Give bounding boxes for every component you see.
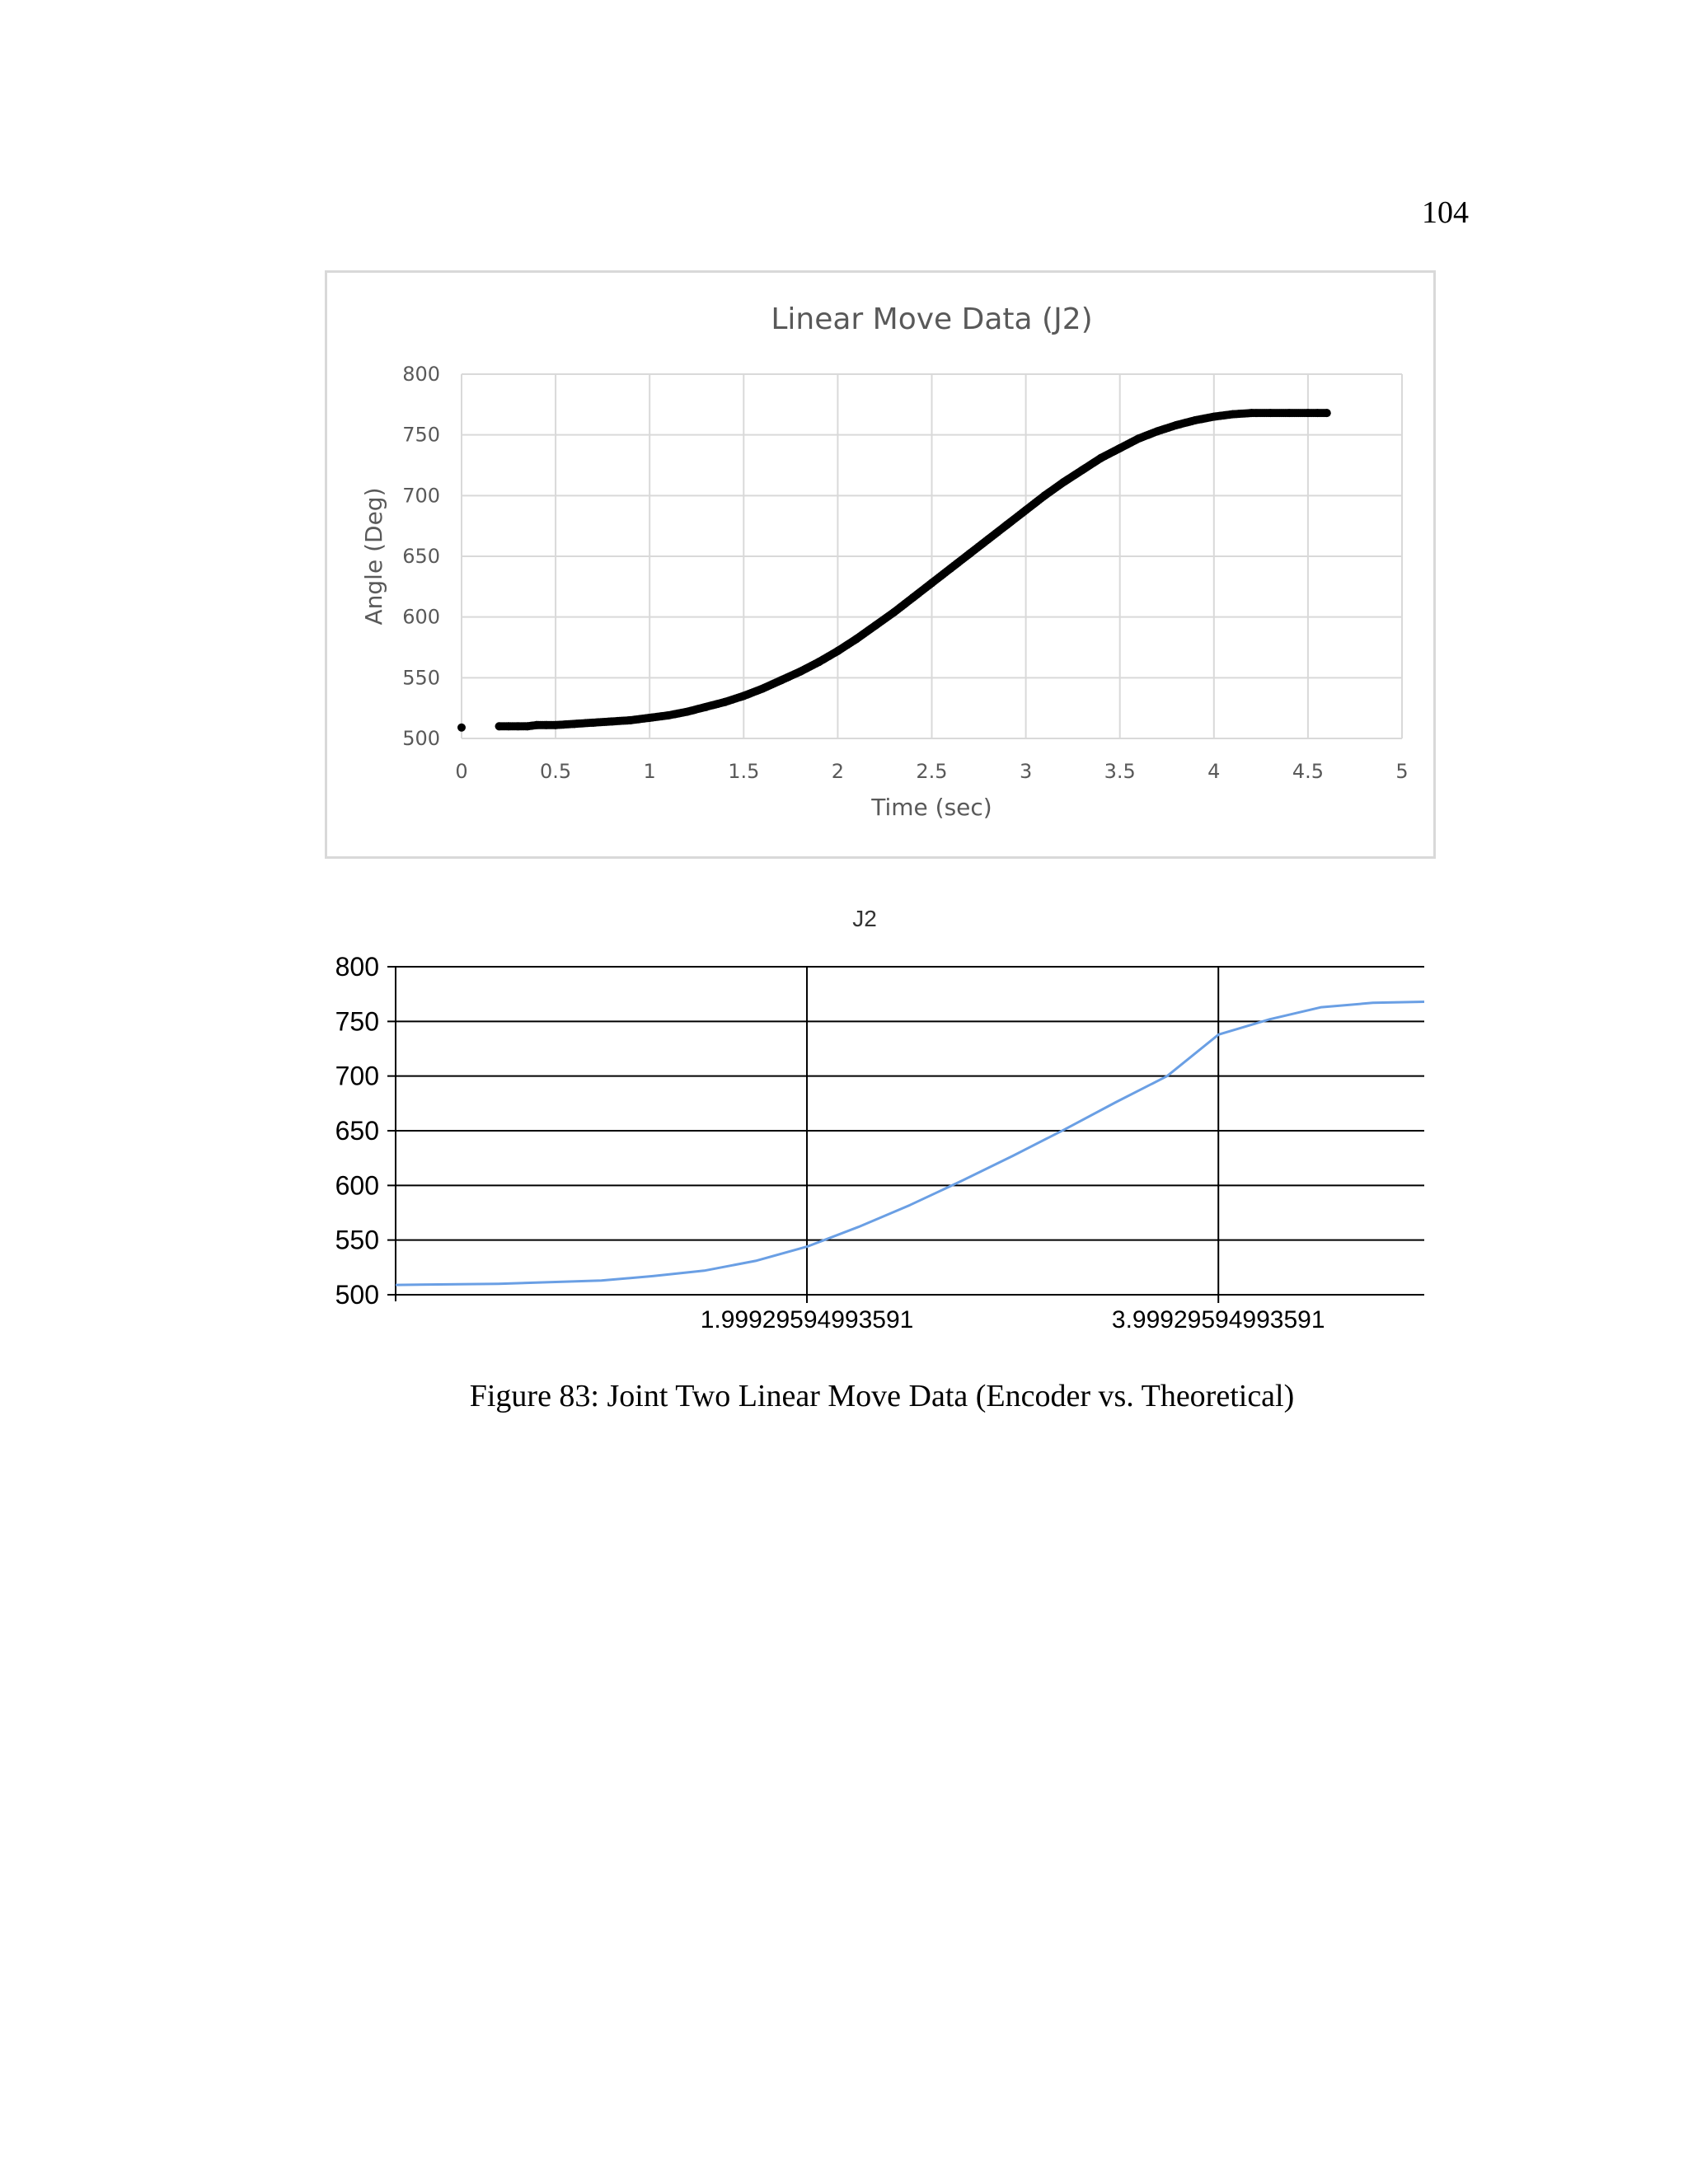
y-tick-label: 800 <box>402 363 440 386</box>
data-point <box>1322 409 1331 418</box>
encoder-chart-grid <box>461 373 1403 739</box>
encoder-chart-frame: 0 0.5 1 1.5 2 2.5 3 3.5 4 4.5 5 500 550 600 650 700 750 8… <box>325 270 1436 859</box>
y-tick-label: 750 <box>335 1006 379 1036</box>
y-axis-label: Angle (Deg) <box>360 488 387 626</box>
chart-title: Linear Move Data (J2) <box>771 302 1092 336</box>
theoretical-chart-grid <box>387 966 1424 1303</box>
y-tick-label: 650 <box>335 1116 379 1146</box>
y-tick-label: 600 <box>402 606 440 629</box>
y-tick-label: 500 <box>402 727 440 750</box>
y-tick-label: 800 <box>335 952 379 982</box>
x-tick-label: 4 <box>1207 760 1220 783</box>
y-tick-label: 700 <box>335 1062 379 1091</box>
x-tick-label: 1.5 <box>728 760 759 783</box>
x-tick-label: 4.5 <box>1292 760 1324 783</box>
x-tick-label: 1.99929594993591 <box>701 1306 914 1333</box>
y-tick-label: 650 <box>402 545 440 568</box>
y-tick-label: 550 <box>402 666 440 689</box>
y-tick-label: 600 <box>335 1170 379 1200</box>
x-axis-label: Time (sec) <box>870 794 992 821</box>
x-tick-label: 3.5 <box>1104 760 1136 783</box>
chart-title: J2 <box>852 906 877 931</box>
x-tick-label: 2 <box>832 760 844 783</box>
y-tick-label: 500 <box>335 1280 379 1310</box>
y-tick-label: 700 <box>402 484 440 507</box>
encoder-points <box>457 409 1331 732</box>
encoder-chart: 0 0.5 1 1.5 2 2.5 3 3.5 4 4.5 5 500 550 600 650 700 750 8… <box>360 302 1409 821</box>
x-tick-label: 2.5 <box>916 760 947 783</box>
figure-caption: Figure 83: Joint Two Linear Move Data (E… <box>469 1379 1295 1413</box>
y-tick-label: 550 <box>335 1226 379 1255</box>
x-tick-label: 3.99929594993591 <box>1112 1306 1325 1333</box>
x-tick-label: 3 <box>1020 760 1032 783</box>
data-point <box>457 723 466 732</box>
x-tick-label: 0 <box>455 760 467 783</box>
page-number: 104 <box>1422 195 1469 230</box>
x-tick-label: 0.5 <box>540 760 571 783</box>
y-tick-label: 750 <box>402 424 440 447</box>
x-tick-label: 5 <box>1395 760 1408 783</box>
x-tick-label: 1 <box>644 760 656 783</box>
theoretical-series-line <box>395 1001 1425 1286</box>
